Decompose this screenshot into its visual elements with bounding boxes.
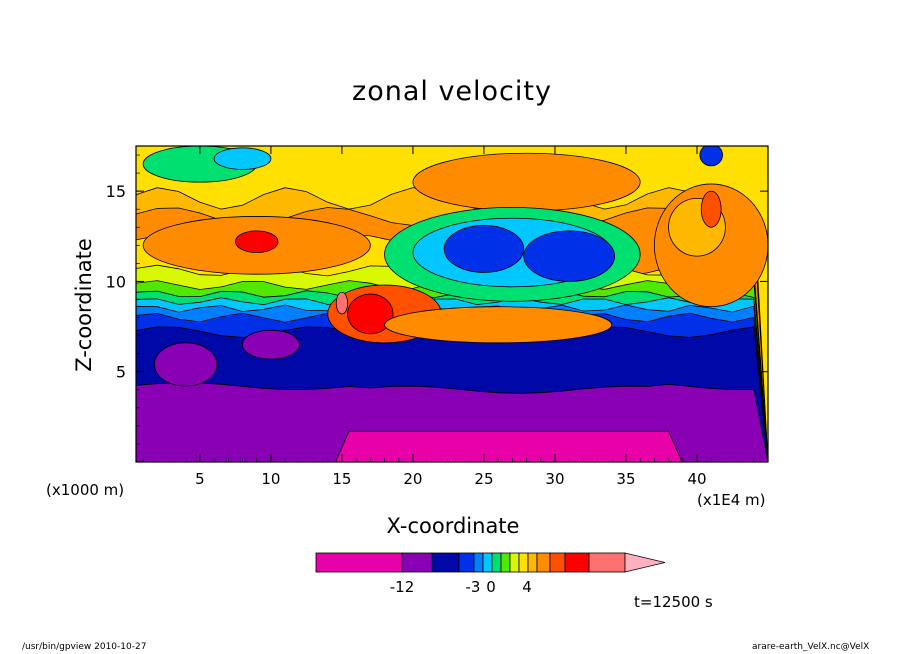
time-label: t=12500 s	[634, 593, 713, 611]
right-red-cell	[700, 190, 722, 228]
x-scale-label: (x1E4 m)	[697, 491, 766, 509]
contour-field	[136, 146, 768, 462]
x-tick-label: 5	[195, 470, 205, 488]
colorbar: -12 -3 0 4	[315, 552, 666, 596]
colorbar-segment	[527, 552, 538, 573]
x-tick-label: 25	[474, 470, 493, 488]
colorbar-segment	[315, 552, 403, 573]
colorbar-segment	[509, 552, 520, 573]
right-blue-cell	[699, 146, 723, 167]
colorbar-segment	[549, 552, 566, 573]
x-tick-label: 40	[687, 470, 706, 488]
x-unit-label: (x1000 m)	[46, 481, 125, 499]
plot-area	[136, 146, 768, 462]
upper-cyan-cell	[213, 147, 272, 170]
colorbar-arrow	[624, 552, 666, 573]
colorbar-segment	[536, 552, 551, 573]
y-tick-label: 10	[106, 272, 126, 291]
colorbar-label: -12	[390, 578, 415, 596]
colorbar-label: 4	[522, 578, 532, 596]
colorbar-segment	[500, 552, 511, 573]
purple-cell-2	[242, 329, 300, 360]
y-tick-label: 5	[116, 363, 126, 382]
center-pink-cell	[335, 291, 349, 315]
lower-orange-cell	[384, 306, 613, 344]
purple-cell-1	[154, 342, 218, 387]
footer-left: /usr/bin/gpview 2010-10-27	[22, 642, 147, 652]
colorbar-segment	[431, 552, 460, 573]
center-red-cell	[347, 293, 394, 335]
upper-orange-cell	[412, 152, 641, 212]
colorbar-segment	[401, 552, 433, 573]
colorbar-segment	[518, 552, 529, 573]
x-tick-label: 35	[616, 470, 635, 488]
x-tick-label: 30	[545, 470, 564, 488]
colorbar-segment	[473, 552, 484, 573]
left-red-cell	[235, 230, 279, 253]
x-tick-label: 20	[403, 470, 422, 488]
colorbar-label: 0	[486, 578, 496, 596]
y-tick-label: 15	[106, 182, 126, 201]
chart-title: zonal velocity	[352, 76, 552, 107]
plot-frame	[135, 145, 769, 463]
colorbar-label: -3	[466, 578, 481, 596]
band-magenta	[136, 430, 768, 462]
colorbar-segment	[564, 552, 590, 573]
colorbar-segment	[482, 552, 493, 573]
colorbar-segment	[458, 552, 475, 573]
mid-blue-cell-1	[443, 225, 525, 273]
x-axis-label: X-coordinate	[386, 514, 520, 538]
mid-blue-cell-2	[523, 230, 616, 282]
colorbar-segment	[491, 552, 502, 573]
footer-right: arare-earth_VelX.nc@VelX	[752, 642, 870, 652]
axes: 5 10 15 20 25 30 35 40 5 10 15	[106, 145, 769, 488]
x-tick-label: 15	[332, 470, 351, 488]
x-tick-label: 10	[261, 470, 280, 488]
colorbar-segment	[588, 552, 626, 573]
